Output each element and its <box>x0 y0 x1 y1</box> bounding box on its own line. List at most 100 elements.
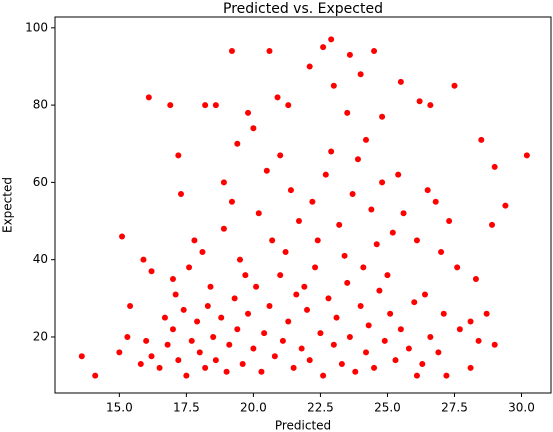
point <box>143 337 150 344</box>
point <box>363 136 370 143</box>
point <box>253 283 260 290</box>
point <box>456 326 463 333</box>
point <box>317 330 324 337</box>
point <box>438 248 445 255</box>
point <box>489 221 496 228</box>
point <box>381 337 388 344</box>
point <box>196 349 203 356</box>
point <box>395 171 402 178</box>
point <box>341 252 348 259</box>
point <box>384 272 391 279</box>
point <box>199 248 206 255</box>
point <box>301 283 308 290</box>
point <box>416 98 423 105</box>
x-axis-label: Predicted <box>275 419 331 432</box>
point <box>346 333 353 340</box>
point <box>298 345 305 352</box>
y-tick-label: 80 <box>33 98 48 112</box>
point <box>285 102 292 109</box>
point <box>172 291 179 298</box>
point <box>309 198 316 205</box>
point <box>336 221 343 228</box>
point <box>368 206 375 213</box>
point <box>330 341 337 348</box>
point <box>483 310 490 317</box>
point <box>266 48 273 55</box>
point <box>379 113 386 120</box>
point <box>333 314 340 321</box>
point <box>421 291 428 298</box>
x-tick-label: 20.0 <box>240 401 267 415</box>
point <box>145 94 152 101</box>
point <box>255 210 262 217</box>
point <box>231 295 238 302</box>
point <box>306 63 313 70</box>
point <box>344 109 351 116</box>
point <box>338 361 345 368</box>
point <box>475 337 482 344</box>
point <box>387 310 394 317</box>
point <box>328 148 335 155</box>
point <box>419 361 426 368</box>
point <box>491 341 498 348</box>
point <box>411 299 418 306</box>
point <box>234 140 241 147</box>
point <box>371 364 378 371</box>
point <box>218 314 225 321</box>
point <box>212 102 219 109</box>
point <box>137 361 144 368</box>
point <box>397 326 404 333</box>
point <box>365 322 372 329</box>
point <box>210 333 217 340</box>
point <box>397 78 404 85</box>
point <box>491 163 498 170</box>
point <box>435 349 442 356</box>
point <box>183 372 190 379</box>
point <box>379 179 386 186</box>
point <box>349 190 356 197</box>
point <box>239 361 246 368</box>
x-tick-label: 22.5 <box>307 401 334 415</box>
point <box>127 303 134 310</box>
point <box>400 210 407 217</box>
point <box>204 303 211 310</box>
point <box>266 303 273 310</box>
point <box>363 349 370 356</box>
point <box>277 272 284 279</box>
point <box>392 357 399 364</box>
y-tick-label: 40 <box>33 252 48 266</box>
point <box>357 303 364 310</box>
y-tick-label: 20 <box>33 329 48 343</box>
point <box>277 152 284 159</box>
point <box>186 264 193 271</box>
point <box>178 190 185 197</box>
point <box>245 310 252 317</box>
point <box>220 179 227 186</box>
point <box>320 44 327 51</box>
point <box>344 279 351 286</box>
point <box>523 152 530 159</box>
x-tick-label: 25.0 <box>374 401 401 415</box>
point <box>290 364 297 371</box>
plot-frame <box>54 16 552 394</box>
point <box>250 345 257 352</box>
x-tick-label: 30.0 <box>508 401 535 415</box>
point <box>373 241 380 248</box>
point <box>440 310 447 317</box>
point <box>295 218 302 225</box>
point <box>269 237 276 244</box>
point <box>261 330 268 337</box>
point <box>427 102 434 109</box>
point <box>413 372 420 379</box>
point <box>180 306 187 313</box>
point <box>293 291 300 298</box>
point <box>274 94 281 101</box>
point <box>116 349 123 356</box>
point <box>285 318 292 325</box>
point <box>220 225 227 232</box>
point <box>354 156 361 163</box>
point <box>148 353 155 360</box>
point <box>405 345 412 352</box>
point <box>207 283 214 290</box>
